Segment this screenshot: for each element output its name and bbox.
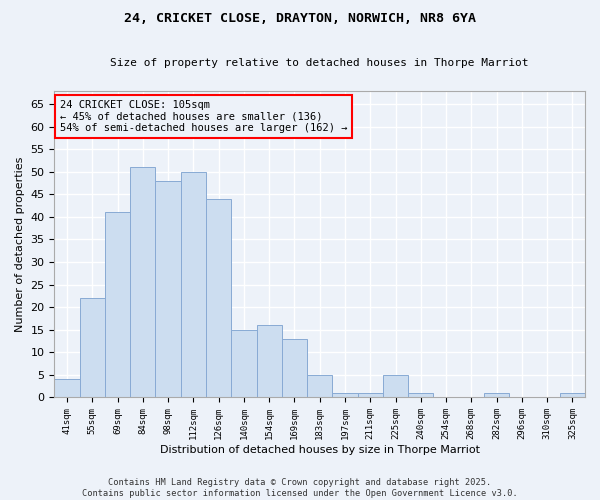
Bar — [55, 380, 80, 398]
X-axis label: Distribution of detached houses by size in Thorpe Marriot: Distribution of detached houses by size … — [160, 445, 480, 455]
Bar — [105, 212, 130, 398]
Bar — [80, 298, 105, 398]
Title: Size of property relative to detached houses in Thorpe Marriot: Size of property relative to detached ho… — [110, 58, 529, 68]
Bar — [307, 375, 332, 398]
Bar — [332, 393, 358, 398]
Bar — [181, 172, 206, 398]
Text: Contains HM Land Registry data © Crown copyright and database right 2025.
Contai: Contains HM Land Registry data © Crown c… — [82, 478, 518, 498]
Bar — [206, 199, 231, 398]
Bar — [130, 167, 155, 398]
Text: 24 CRICKET CLOSE: 105sqm
← 45% of detached houses are smaller (136)
54% of semi-: 24 CRICKET CLOSE: 105sqm ← 45% of detach… — [60, 100, 347, 133]
Bar — [155, 181, 181, 398]
Bar — [231, 330, 257, 398]
Bar — [484, 393, 509, 398]
Text: 24, CRICKET CLOSE, DRAYTON, NORWICH, NR8 6YA: 24, CRICKET CLOSE, DRAYTON, NORWICH, NR8… — [124, 12, 476, 26]
Bar — [560, 393, 585, 398]
Bar — [257, 325, 282, 398]
Bar — [282, 339, 307, 398]
Bar — [383, 375, 408, 398]
Y-axis label: Number of detached properties: Number of detached properties — [15, 156, 25, 332]
Bar — [358, 393, 383, 398]
Bar — [408, 393, 433, 398]
